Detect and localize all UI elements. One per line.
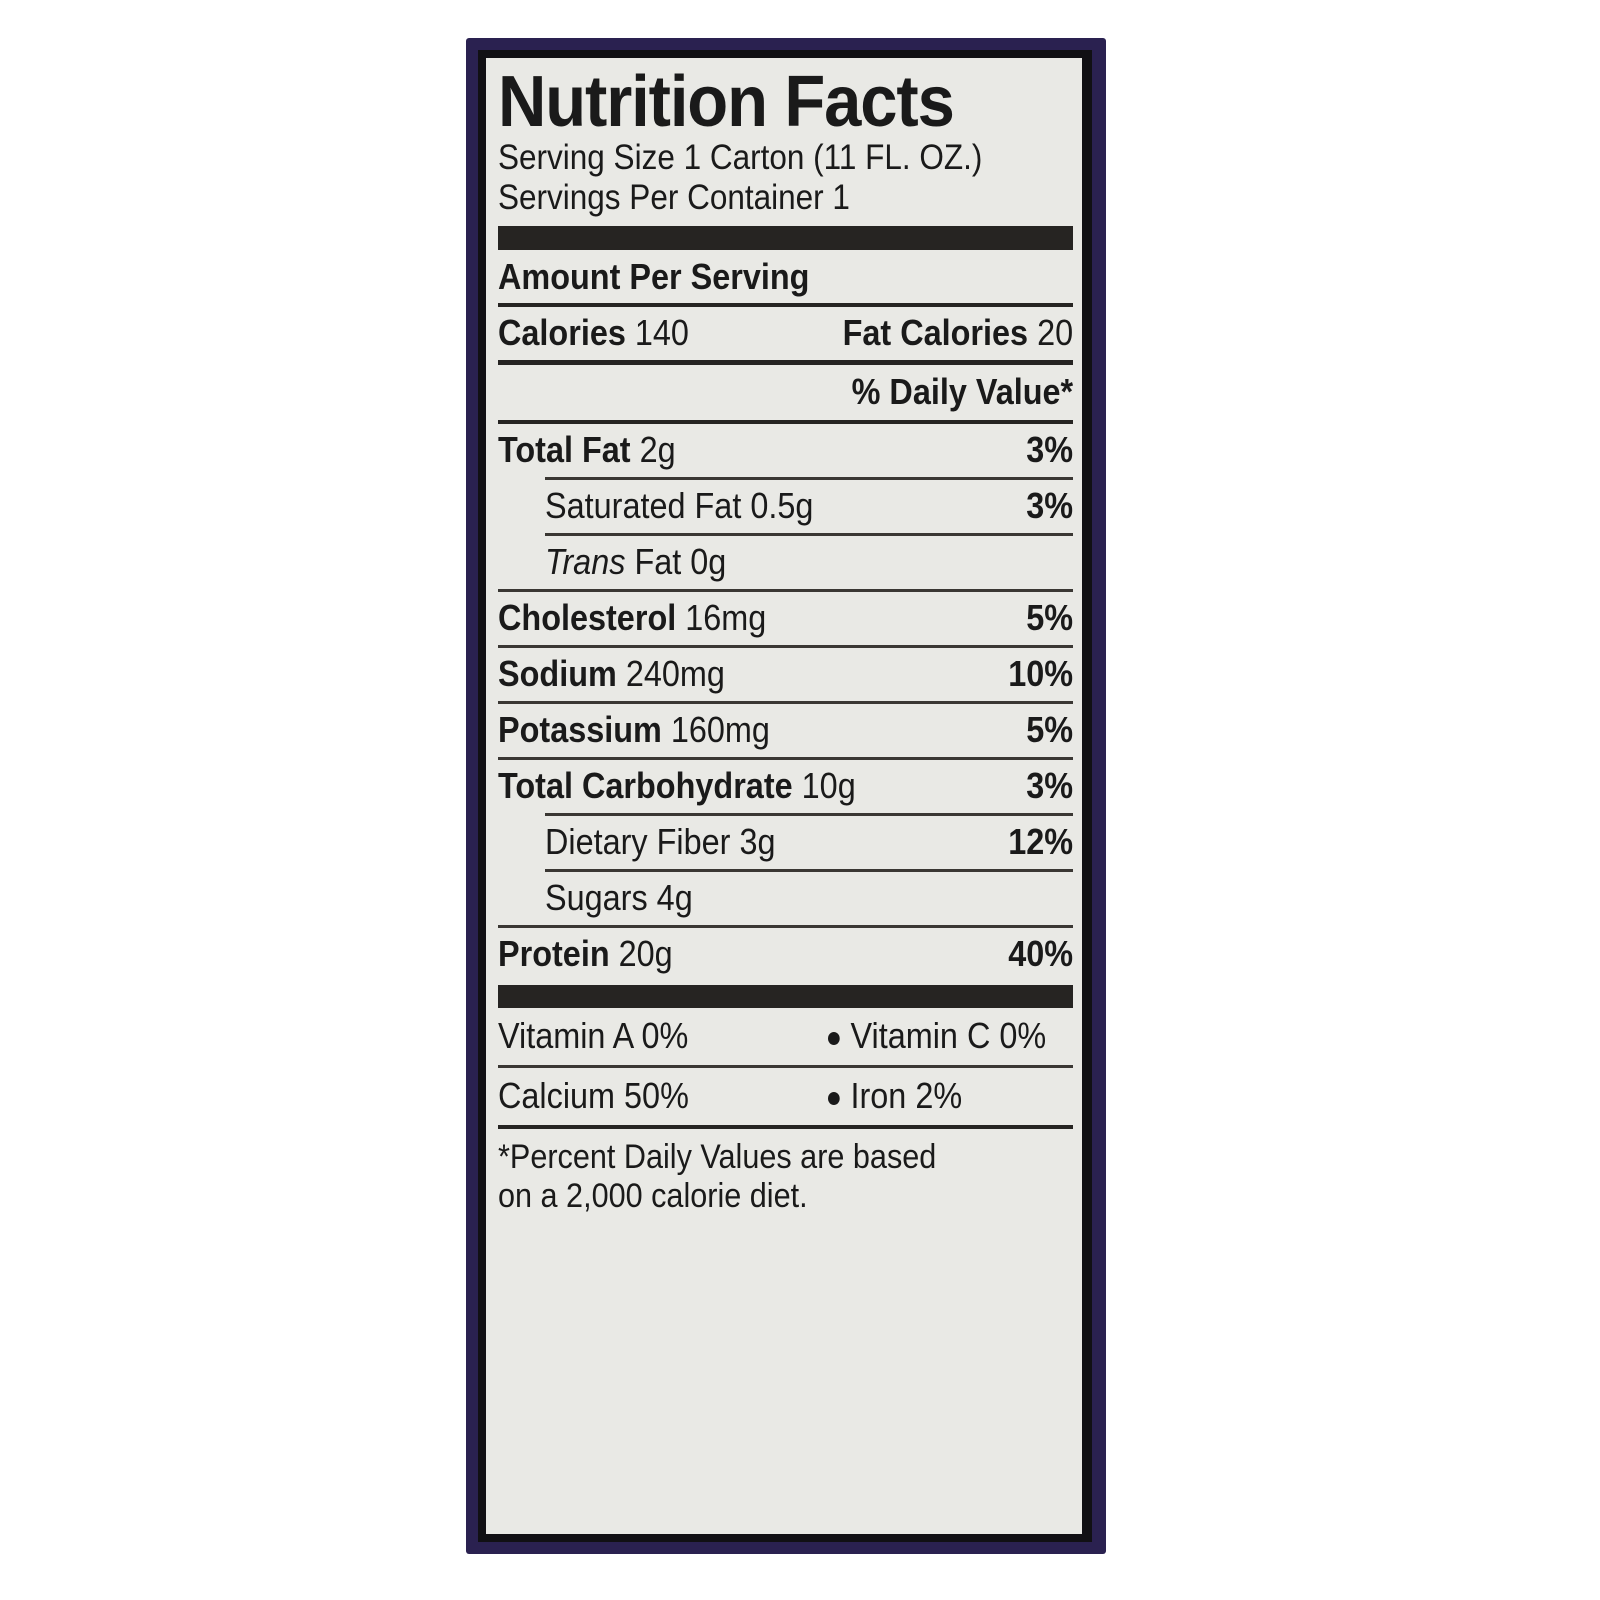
protein-divider-bar <box>498 985 1073 1009</box>
nutrient-name-amount: Total Carbohydrate 10g <box>498 765 856 807</box>
calories-label: Calories <box>498 312 626 354</box>
nutrient-daily-value: 12% <box>1008 821 1073 863</box>
nutrient-daily-value: 3% <box>1026 765 1073 807</box>
header-divider-bar <box>498 226 1073 251</box>
nutrient-amount: 2g <box>639 429 676 471</box>
nutrient-name: Total Carbohydrate <box>498 765 793 807</box>
calories-cell: Calories 140 <box>498 312 689 354</box>
nutrient-name: Protein <box>498 933 610 975</box>
nutrient-daily-value: 5% <box>1026 597 1073 639</box>
vitamin-row: Calcium 50% Iron 2% <box>498 1068 1073 1125</box>
nutrient-row-divider <box>498 589 1073 593</box>
nutrient-amount: Fat 0g <box>634 541 727 583</box>
nutrient-name-amount: Dietary Fiber 3g <box>545 821 776 863</box>
nutrient-row: Total Carbohydrate 10g 3% <box>498 760 1073 813</box>
fat-calories-label: Fat Calories <box>842 312 1028 354</box>
fat-calories-value: 20 <box>1036 312 1073 354</box>
nutrient-name: Sugars <box>545 877 648 919</box>
nutrient-row-divider <box>545 533 1073 537</box>
nutrition-facts-panel: Nutrition Facts Serving Size 1 Carton (1… <box>486 58 1082 1534</box>
calories-value: 140 <box>634 312 689 354</box>
daily-value-header-label: % Daily Value* <box>851 371 1073 413</box>
nutrient-name-amount: Trans Fat 0g <box>545 541 726 583</box>
nutrient-name: Total Fat <box>498 429 631 471</box>
nutrient-name: Saturated Fat <box>545 485 742 527</box>
nutrient-row-divider <box>498 645 1073 649</box>
daily-value-header-row: % Daily Value* <box>498 365 1073 420</box>
nutrient-amount: 4g <box>656 877 693 919</box>
nutrient-row-divider <box>498 757 1073 761</box>
nutrient-name-amount: Sodium 240mg <box>498 653 725 695</box>
nutrient-daily-value: 10% <box>1008 653 1073 695</box>
nutrient-name: Sodium <box>498 653 617 695</box>
nutrient-name-amount: Saturated Fat 0.5g <box>545 485 813 527</box>
nutrient-row-divider <box>545 477 1073 481</box>
vitamin-rows-container: Vitamin A 0% Vitamin C 0% Calcium 50% Iron … <box>498 1008 1073 1125</box>
bullet-separator-icon <box>828 1092 840 1106</box>
serving-size-text: Serving Size 1 Carton (11 FL. OZ.) <box>498 138 983 178</box>
nutrient-daily-value: 3% <box>1026 429 1073 471</box>
nutrient-amount: 16mg <box>685 597 767 639</box>
nutrient-name-amount: Protein 20g <box>498 933 673 975</box>
servings-per-container-text: Servings Per Container 1 <box>498 177 850 217</box>
nutrient-daily-value: 3% <box>1026 485 1073 527</box>
nutrient-name-amount: Cholesterol 16mg <box>498 597 766 639</box>
vitamin-left-value: Vitamin A 0% <box>498 1015 689 1057</box>
nutrient-row: Sodium 240mg 10% <box>498 648 1073 701</box>
nutrient-row: Cholesterol 16mg 5% <box>498 592 1073 645</box>
nutrient-row: Potassium 160mg 5% <box>498 704 1073 757</box>
nutrient-name: Trans <box>545 541 626 583</box>
footnote-line-1: *Percent Daily Values are based <box>498 1138 937 1177</box>
vitamin-row: Vitamin A 0% Vitamin C 0% <box>498 1008 1073 1065</box>
nutrient-name-amount: Potassium 160mg <box>498 709 770 751</box>
vitamin-right-value: Vitamin C 0% <box>828 1015 1046 1057</box>
nutrient-amount: 3g <box>739 821 776 863</box>
amount-per-serving-row: Amount Per Serving <box>498 250 1073 303</box>
nutrient-name: Cholesterol <box>498 597 677 639</box>
footnote-line-2: on a 2,000 calorie diet. <box>498 1177 808 1216</box>
vitamin-row-divider <box>498 1065 1073 1069</box>
nutrient-name: Potassium <box>498 709 662 751</box>
nutrient-name-amount: Sugars 4g <box>545 877 693 919</box>
nutrient-row-divider <box>545 869 1073 873</box>
fat-calories-cell: Fat Calories 20 <box>842 312 1073 354</box>
nutrient-row: Saturated Fat 0.5g 3% <box>498 480 1073 533</box>
nutrient-amount: 10g <box>801 765 856 807</box>
nutrient-row-divider <box>498 701 1073 705</box>
nutrition-facts-title: Nutrition Facts <box>498 62 955 142</box>
nutrient-amount: 20g <box>618 933 673 975</box>
nutrient-row-divider <box>545 813 1073 817</box>
amount-per-serving-label: Amount Per Serving <box>498 256 810 298</box>
nutrient-daily-value: 5% <box>1026 709 1073 751</box>
calories-row: Calories 140 Fat Calories 20 <box>498 307 1073 360</box>
nutrient-row: Total Fat 2g 3% <box>498 424 1073 477</box>
nutrient-amount: 160mg <box>670 709 770 751</box>
vitamin-left-value: Calcium 50% <box>498 1075 689 1117</box>
vitamin-right-value: Iron 2% <box>828 1075 962 1117</box>
nutrient-amount: 240mg <box>625 653 725 695</box>
nutrient-row: Dietary Fiber 3g 12% <box>498 816 1073 869</box>
rule-under-amount-per-serving <box>498 303 1073 308</box>
nutrient-row: Trans Fat 0g <box>498 536 1073 589</box>
nutrient-row: Sugars 4g <box>498 872 1073 925</box>
nutrient-amount: 0.5g <box>750 485 814 527</box>
nutrient-row-divider <box>498 925 1073 929</box>
rule-above-footnote <box>498 1125 1073 1130</box>
nutrient-row: Protein 20g 40% <box>498 928 1073 981</box>
rule-under-calories <box>498 360 1073 366</box>
nutrient-rows-container: Total Fat 2g 3% Saturated Fat 0.5g 3% Trans … <box>498 424 1073 981</box>
nutrient-daily-value: 40% <box>1008 933 1073 975</box>
rule-under-daily-value-header <box>498 420 1073 425</box>
nutrient-name: Dietary Fiber <box>545 821 731 863</box>
bullet-separator-icon <box>828 1032 840 1046</box>
nutrient-name-amount: Total Fat 2g <box>498 429 676 471</box>
